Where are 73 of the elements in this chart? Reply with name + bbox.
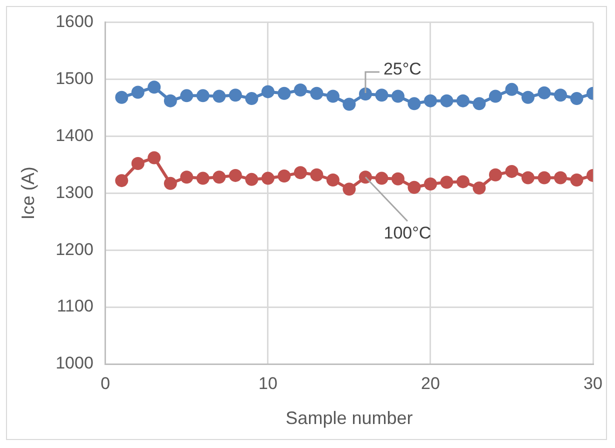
point [375,88,388,102]
x-tick-label: 0 [100,374,110,393]
point [570,92,584,106]
point [294,166,307,180]
point [164,176,177,190]
x-axis-title: Sample number [286,408,413,428]
point [488,90,502,103]
point [375,172,388,185]
point [310,86,324,100]
point [115,90,128,104]
point [570,174,584,186]
point [245,92,258,106]
point [326,174,340,186]
point [228,168,242,182]
point [342,98,356,111]
y-tick-label: 1200 [56,240,94,259]
point [391,90,404,103]
point [358,87,372,100]
y-axis-title: Ice (A) [18,166,38,220]
point [472,181,486,194]
point [196,89,210,102]
point [245,172,258,186]
point [424,94,437,108]
point [278,170,291,183]
point [521,171,534,184]
point [228,88,242,102]
y-tick-label: 1400 [56,126,94,145]
point [148,151,161,164]
point [440,94,454,108]
annotation: 25°C [383,60,422,79]
point [440,176,454,189]
y-tick-label: 1600 [56,12,94,31]
point [472,97,486,110]
point [554,171,567,184]
point [424,177,437,190]
point [131,156,144,170]
point [505,82,518,96]
y-tick-label: 1500 [56,68,94,88]
point [294,83,307,96]
point [521,90,534,104]
point [538,86,551,100]
point [180,170,194,184]
point [212,170,226,184]
point [212,90,226,103]
point [326,90,340,103]
point [131,86,144,99]
point [408,97,421,110]
point [261,85,274,98]
point [148,80,161,94]
point [456,175,470,188]
x-tick-label: 20 [421,374,440,393]
x-tick-label: 10 [258,374,278,393]
y-tick-label: 1000 [56,354,94,373]
point [278,86,291,100]
point [505,164,518,178]
point [180,89,194,102]
point [196,172,210,185]
point [115,174,128,188]
y-tick-label: 1300 [56,182,94,202]
point [358,170,372,184]
point [488,168,502,182]
point [538,171,551,184]
point [554,88,567,102]
point [391,172,404,186]
x-tick-label: 30 [584,374,602,393]
point [164,94,177,108]
point [408,180,421,194]
point [261,172,274,185]
annotation: 100°C [384,223,432,242]
point [456,94,470,108]
point [342,182,356,196]
y-tick-label: 1100 [56,296,94,316]
point [310,168,324,182]
